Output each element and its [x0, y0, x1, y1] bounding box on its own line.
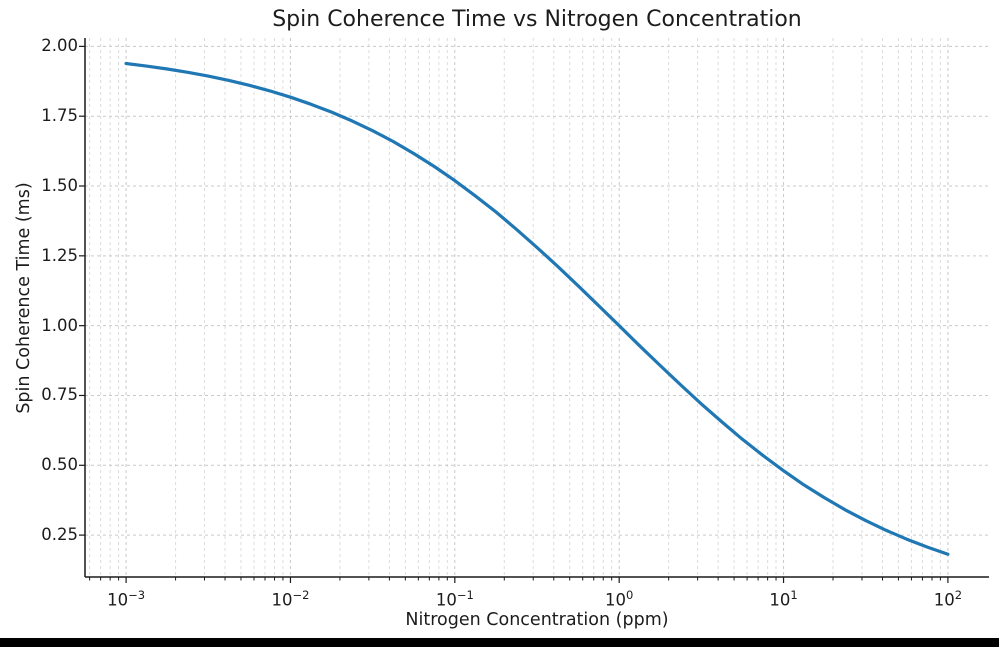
y-tick-label: 0.25 — [41, 525, 78, 545]
y-tick-label: 2.00 — [41, 36, 78, 56]
chart-title: Spin Coherence Time vs Nitrogen Concentr… — [272, 7, 802, 32]
bottom-black-bar — [0, 638, 999, 647]
y-tick-label: 1.00 — [41, 315, 78, 335]
coherence-curve — [124, 61, 950, 556]
x-tick-label: 10−3 — [107, 588, 146, 610]
x-tick-label: 10−1 — [435, 588, 474, 610]
x-tick-label: 101 — [769, 588, 798, 610]
x-tick-label: 102 — [933, 588, 963, 610]
y-axis-label: Spin Coherence Time (ms) — [14, 182, 34, 414]
y-tick-label: 1.50 — [41, 176, 78, 195]
grid-major — [85, 38, 989, 577]
y-tick-label: 1.25 — [41, 245, 78, 265]
x-tick-label: 100 — [605, 588, 634, 610]
axis-ticks — [79, 45, 949, 583]
grid-minor — [89, 38, 941, 577]
y-tick-label: 0.75 — [41, 385, 78, 405]
y-tick-label: 0.50 — [41, 455, 78, 475]
axes-spines — [84, 38, 989, 578]
y-tick-label: 1.75 — [41, 106, 78, 126]
x-axis-label: Nitrogen Concentration (ppm) — [405, 610, 669, 630]
x-tick-label: 10−2 — [271, 588, 310, 610]
